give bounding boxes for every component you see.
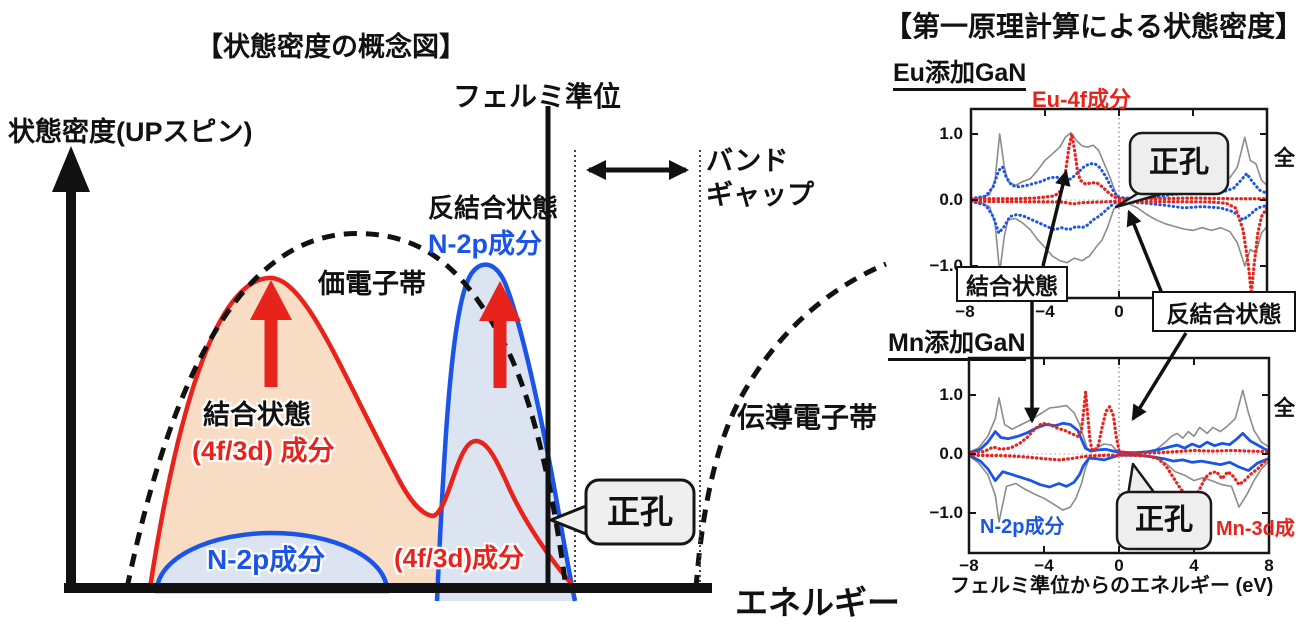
antibonding-arrow-to-mn-plot <box>1131 332 1188 422</box>
antibonding-peak-region <box>434 262 578 602</box>
bonding-up-arrowhead <box>250 280 292 320</box>
valence-band-label: 価電子帯 <box>318 269 426 299</box>
eu-ytick-0: 0.0 <box>939 190 963 209</box>
mn-xtick-m8: −8 <box>959 556 979 575</box>
mn-xtick-8: 8 <box>1264 556 1274 575</box>
right-title: 【第一原理計算による状態密度】 <box>884 11 1300 42</box>
eu-ytick-m1: −1.0 <box>929 256 963 275</box>
mn-ytick-0: 0.0 <box>939 444 963 463</box>
dos-curve-total-down <box>972 200 1266 274</box>
fermi-level-label: フェルミ準位 <box>453 81 622 112</box>
dos-curve-n2p-up <box>970 421 1268 455</box>
conduction-band-label: 伝導電子帯 <box>737 402 878 433</box>
bonding-component-label: (4f/3d) 成分 <box>192 436 335 466</box>
eu-xtick-m8: −8 <box>955 302 975 321</box>
eu-plot-label-text: Eu添加GaN <box>893 59 1027 91</box>
mn-plot-label: Mn添加GaN <box>888 329 1026 361</box>
dos-curve-mn3d-up <box>970 390 1268 455</box>
energy-axis-label: エネルギー <box>735 584 900 621</box>
n2p-bottom-label: N-2p成分 <box>207 544 326 575</box>
bonding-label: 結合状態 <box>203 400 311 430</box>
right-x-axis-label: フェルミ準位からのエネルギー (eV) <box>950 575 1274 597</box>
hole-bubble-eu <box>1128 131 1230 196</box>
n2p-bottom-ellipse <box>154 530 390 594</box>
mn-xtick-m4: −4 <box>1034 556 1054 575</box>
hole-label-left: 正孔 <box>607 493 673 531</box>
mn-total-label: 全 <box>1274 397 1295 420</box>
bonding-annotation-box: 結合状態 <box>956 266 1068 302</box>
mn-ytick-1: 1.0 <box>939 385 963 404</box>
mn-xtick-0: 0 <box>1114 556 1124 575</box>
mn-3d-series-label: Mn-3d成 <box>1216 518 1295 540</box>
antibonding-annotation-box: 反結合状態 <box>1152 291 1296 332</box>
antibonding-label: 反結合状態 <box>428 193 559 223</box>
valence-band-dashed-curve <box>124 231 569 589</box>
conduction-band-dashed-curve <box>693 261 887 589</box>
eu-total-label: 全 <box>1274 147 1295 170</box>
bonding-arrow-to-eu-plot <box>1041 169 1071 267</box>
mn-plot-ticks <box>969 358 1269 553</box>
dos-curve-eu4f-down <box>972 199 1266 296</box>
antibonding-n2p-label: N-2p成分 <box>428 229 542 259</box>
eu-plot-label: Eu添加GaN <box>893 59 1027 91</box>
mn-n2p-series-label: N-2p成分 <box>980 516 1065 538</box>
mn-xtick-4: 4 <box>1189 556 1199 575</box>
antibonding-arrow-to-eu-plot <box>1126 209 1165 297</box>
hole-bubble-left <box>584 478 696 546</box>
left-title: 【状態密度の概念図】 <box>196 32 466 62</box>
f3d-antibonding-curve <box>431 438 578 591</box>
dos-axis-label: 状態密度(UPスピン) <box>8 117 253 147</box>
bandgap-label-line1: バンド <box>706 146 789 176</box>
y-axis-arrowhead <box>52 146 90 192</box>
mn-plot-label-text: Mn添加GaN <box>888 329 1026 361</box>
eu-xtick-m4: −4 <box>1035 302 1055 321</box>
mn-ytick-m1: −1.0 <box>929 503 963 522</box>
hole-label-mn: 正孔 <box>1134 503 1193 536</box>
eu4f-series-label: Eu-4f成分 <box>1032 87 1132 112</box>
eu-xtick-0: 0 <box>1114 302 1124 321</box>
hole-bubble-mn <box>1115 490 1213 551</box>
hole-label-eu: 正孔 <box>1149 146 1209 180</box>
dos-curve-n2p-down <box>970 453 1268 489</box>
f3d-bottom-label: (4f/3d)成分 <box>394 543 525 573</box>
hole-bubble-tail-mn <box>1126 462 1158 497</box>
bandgap-label-line2: ギャップ <box>706 180 814 210</box>
eu-ytick-1: 1.0 <box>939 124 963 143</box>
dos-curve-n2p-down <box>972 200 1266 235</box>
antibonding-up-arrowhead <box>479 281 521 321</box>
